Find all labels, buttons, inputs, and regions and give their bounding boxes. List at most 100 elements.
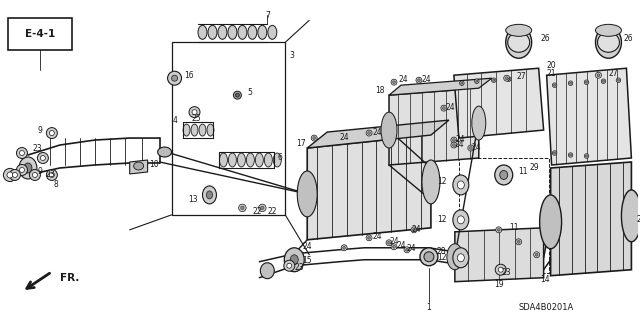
- Ellipse shape: [442, 107, 445, 109]
- Text: 24: 24: [399, 75, 408, 84]
- Text: 23: 23: [294, 263, 304, 272]
- Text: 24: 24: [339, 133, 349, 142]
- Ellipse shape: [199, 124, 206, 136]
- Ellipse shape: [19, 157, 37, 179]
- Ellipse shape: [237, 153, 245, 167]
- Ellipse shape: [284, 260, 295, 271]
- Text: 24: 24: [456, 135, 465, 144]
- Text: 24: 24: [302, 242, 312, 251]
- Ellipse shape: [413, 228, 415, 231]
- Ellipse shape: [17, 165, 28, 175]
- Ellipse shape: [218, 25, 227, 39]
- Ellipse shape: [453, 175, 469, 195]
- Text: 29: 29: [529, 163, 539, 173]
- Ellipse shape: [602, 80, 605, 82]
- Ellipse shape: [264, 153, 272, 167]
- Ellipse shape: [458, 181, 465, 189]
- Text: 19: 19: [494, 280, 504, 289]
- Text: 9: 9: [37, 126, 42, 135]
- Ellipse shape: [474, 79, 479, 84]
- Ellipse shape: [392, 81, 396, 84]
- Text: 10: 10: [150, 160, 159, 169]
- Ellipse shape: [391, 244, 397, 250]
- Polygon shape: [455, 228, 543, 282]
- Text: 27: 27: [516, 72, 526, 81]
- Ellipse shape: [517, 241, 520, 243]
- Text: 7: 7: [265, 11, 270, 20]
- Text: 5: 5: [248, 88, 252, 97]
- Ellipse shape: [417, 79, 420, 82]
- Ellipse shape: [7, 172, 13, 178]
- Ellipse shape: [540, 195, 561, 249]
- Ellipse shape: [595, 72, 602, 78]
- Ellipse shape: [534, 252, 540, 258]
- Ellipse shape: [341, 245, 347, 251]
- Ellipse shape: [499, 267, 503, 272]
- Ellipse shape: [202, 186, 216, 204]
- Ellipse shape: [516, 239, 522, 245]
- Ellipse shape: [10, 169, 20, 181]
- Text: 13: 13: [188, 196, 198, 204]
- Ellipse shape: [601, 79, 605, 84]
- Ellipse shape: [234, 91, 241, 99]
- Text: 23: 23: [502, 268, 511, 277]
- Bar: [8, 19, 72, 50]
- Text: 6: 6: [277, 152, 282, 161]
- Ellipse shape: [391, 79, 397, 85]
- Ellipse shape: [49, 130, 54, 136]
- Text: 14: 14: [541, 275, 550, 284]
- Text: 17: 17: [296, 138, 306, 148]
- Ellipse shape: [40, 155, 45, 160]
- Polygon shape: [547, 68, 632, 165]
- Ellipse shape: [19, 151, 24, 155]
- Text: 15: 15: [302, 256, 312, 265]
- Text: 26: 26: [541, 34, 550, 43]
- Text: 24: 24: [422, 75, 431, 84]
- Text: 3: 3: [289, 51, 294, 60]
- Ellipse shape: [367, 236, 371, 239]
- Ellipse shape: [535, 253, 538, 256]
- Text: 12: 12: [437, 253, 447, 262]
- Text: 18: 18: [376, 86, 385, 95]
- Ellipse shape: [461, 82, 463, 84]
- Ellipse shape: [24, 163, 32, 173]
- Ellipse shape: [506, 26, 532, 58]
- Text: 24: 24: [407, 244, 417, 253]
- Ellipse shape: [255, 153, 263, 167]
- Ellipse shape: [134, 162, 143, 170]
- Ellipse shape: [248, 25, 257, 39]
- Text: 21: 21: [547, 69, 556, 78]
- Ellipse shape: [49, 173, 54, 177]
- Ellipse shape: [273, 153, 282, 167]
- Ellipse shape: [453, 210, 469, 230]
- Text: 12: 12: [437, 215, 447, 224]
- Ellipse shape: [260, 206, 264, 210]
- Ellipse shape: [258, 25, 267, 39]
- Text: SDA4B0201A: SDA4B0201A: [518, 303, 574, 312]
- Ellipse shape: [172, 75, 177, 81]
- Ellipse shape: [46, 169, 58, 181]
- Text: 24: 24: [397, 241, 406, 250]
- Ellipse shape: [568, 153, 573, 157]
- Text: 23: 23: [32, 144, 42, 152]
- Text: 9: 9: [37, 167, 42, 176]
- Text: 23: 23: [45, 170, 55, 180]
- Text: 28: 28: [437, 247, 446, 256]
- Ellipse shape: [17, 147, 28, 159]
- Ellipse shape: [208, 25, 217, 39]
- Text: E-4-1: E-4-1: [25, 29, 55, 39]
- Ellipse shape: [554, 84, 556, 86]
- Text: 1: 1: [426, 303, 431, 312]
- Ellipse shape: [468, 145, 474, 151]
- Ellipse shape: [198, 25, 207, 39]
- Text: 11: 11: [509, 223, 518, 232]
- Text: 11: 11: [518, 167, 528, 176]
- Ellipse shape: [386, 240, 392, 246]
- Ellipse shape: [238, 25, 247, 39]
- Ellipse shape: [472, 106, 486, 140]
- Text: 26: 26: [623, 34, 633, 43]
- Ellipse shape: [496, 227, 502, 233]
- Ellipse shape: [404, 247, 410, 253]
- Text: 24: 24: [372, 128, 381, 137]
- Ellipse shape: [452, 144, 455, 146]
